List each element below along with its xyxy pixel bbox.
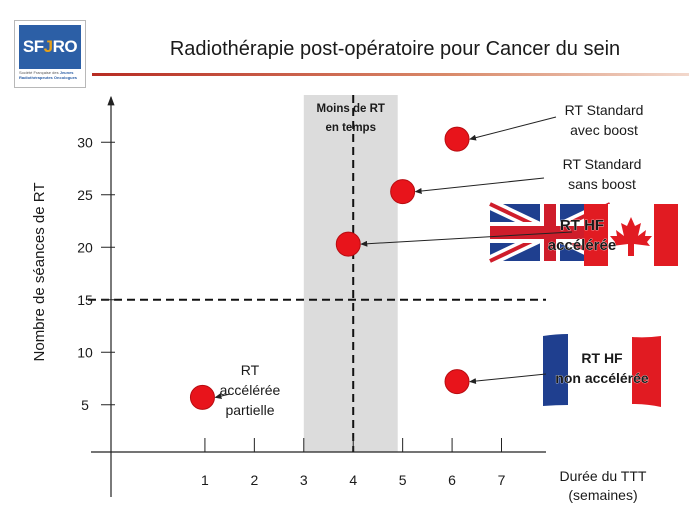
pointer-arrow [360,231,573,247]
logo-text-left: SF [22,37,44,56]
band-label-line: en temps [325,122,376,134]
point-label: non accélérée [555,370,649,386]
x-axis-label-unit: (semaines) [568,487,637,503]
france-flag-icon [543,333,661,410]
point-label: RT [241,362,260,378]
y-tick-label: 25 [77,187,93,203]
data-point [390,179,416,205]
data-point [444,369,470,395]
sfjro-logo: SFJRO Société Française des Jeunes Radio… [14,20,86,88]
x-tick-label: 2 [250,472,258,488]
pointer-arrows [214,116,573,399]
x-tick-label: 1 [201,472,209,488]
x-tick-label: 5 [399,472,407,488]
y-tick-label: 15 [77,292,93,308]
logo-text-accent: J [43,37,53,56]
point-labels: RT Standard avec boost RT Standard sans boo… [220,102,650,418]
x-tick-label: 6 [448,472,456,488]
y-ticks: 5 10 15 20 25 30 [77,134,115,413]
title-divider [92,73,689,76]
point-label: RT HF [581,350,623,366]
logo-line: Société [19,70,33,75]
page-title: Radiothérapie post-opératoire pour Cance… [169,38,621,60]
point-label: avec boost [570,122,638,138]
x-tick-label: 4 [349,472,357,488]
slide-header: SFJRO Société Française des Jeunes Radio… [0,0,689,100]
data-point [335,231,361,257]
y-tick-label: 20 [77,239,93,255]
y-tick-label: 30 [77,134,93,150]
pointer-arrow [214,393,231,399]
pointer-arrow [414,177,545,194]
point-label: sans boost [568,176,636,192]
shaded-band [303,95,398,452]
x-axis-label: Durée du TTT [560,468,647,484]
point-label: RT Standard [563,156,642,172]
point-label: RT Standard [565,102,644,118]
point-label: RT HF [560,217,604,234]
data-points [189,126,470,410]
band-label-line: Moins de RT [317,103,385,115]
logo-line: Radiothérapeutes [19,74,53,80]
data-point [444,126,470,152]
canada-flag-icon [584,204,678,266]
logo-line: Jeunes [59,70,74,75]
logo-subtitle: Société Française des Jeunes Radiothérap… [19,70,83,80]
logo-line: des [52,70,59,75]
logo-mark: SFJRO [19,25,81,69]
point-label: accélérée [220,382,281,398]
logo-text-right: RO [52,37,78,56]
logo-line: Française [33,70,52,75]
y-tick-label: 10 [77,344,93,360]
y-tick-label: 5 [81,397,89,413]
data-point [189,384,215,410]
x-tick-label: 7 [498,472,506,488]
y-axis-label: Nombre de séances de RT [31,183,48,362]
point-label: partielle [225,402,274,418]
x-tick-label: 3 [300,472,308,488]
point-label: accélérée [548,237,616,254]
pointer-arrow [469,373,547,385]
x-ticks: 1 2 3 4 5 6 7 [201,438,506,488]
pointer-arrow [469,116,557,141]
logo-line: Oncologues [53,74,78,80]
